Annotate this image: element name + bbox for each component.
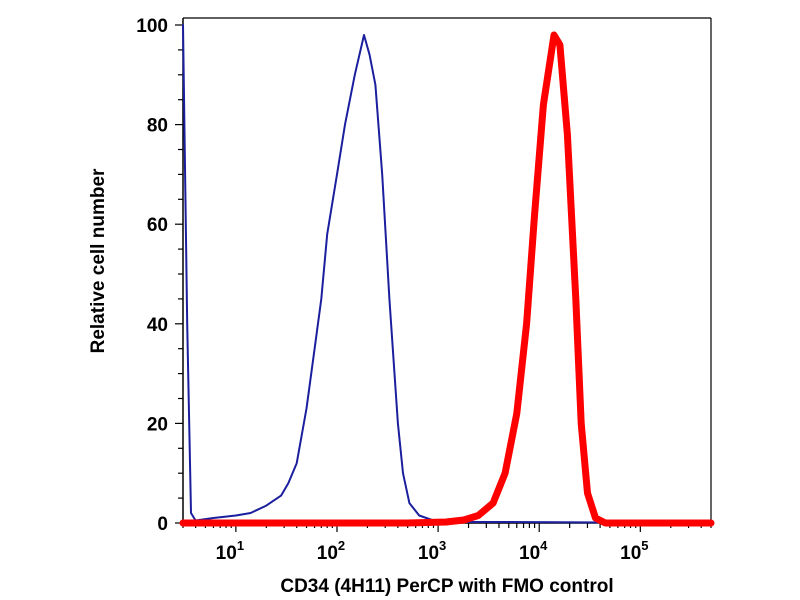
plot-frame bbox=[182, 17, 712, 524]
y-axis-title: Relative cell number bbox=[88, 168, 109, 353]
y-tick-label: 80 bbox=[147, 116, 168, 137]
y-tick-label: 40 bbox=[147, 315, 168, 336]
y-tick-label: 20 bbox=[147, 414, 168, 435]
x-tick-label: 105 bbox=[620, 538, 648, 564]
y-tick-label: 0 bbox=[157, 514, 168, 535]
x-axis-title: CD34 (4H11) PerCP with FMO control bbox=[280, 576, 613, 597]
y-tick-label: 100 bbox=[136, 16, 168, 37]
x-tick-label: 102 bbox=[317, 538, 345, 564]
x-tick-label: 101 bbox=[216, 538, 244, 564]
y-axis-ticks: 0 20 40 60 80 100 bbox=[136, 16, 183, 535]
series-line-blue bbox=[182, 24, 712, 524]
series-line-red bbox=[179, 31, 715, 527]
y-tick-label: 60 bbox=[147, 215, 168, 236]
x-tick-label: 104 bbox=[519, 538, 548, 564]
x-axis-ticks: 101 102 103 104 105 bbox=[182, 523, 712, 564]
series-layer bbox=[179, 24, 715, 527]
x-tick-label: 103 bbox=[418, 538, 446, 564]
